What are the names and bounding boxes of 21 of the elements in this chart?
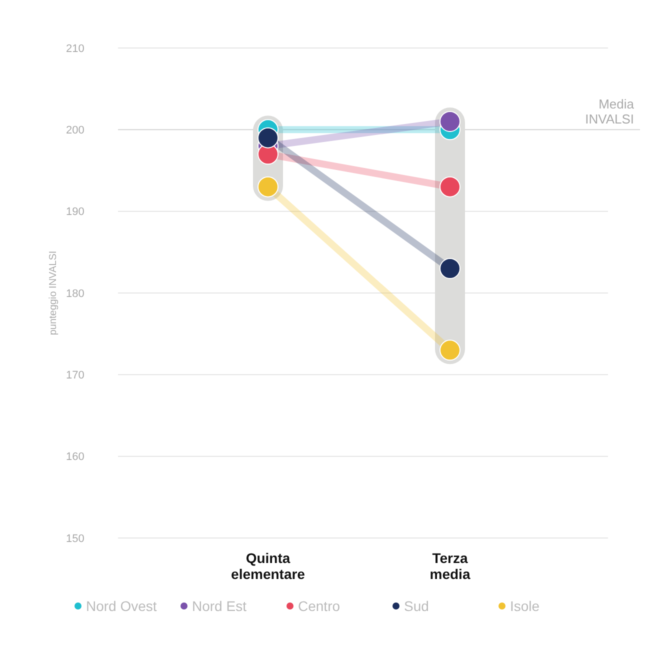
point bbox=[440, 258, 460, 279]
point bbox=[440, 111, 460, 132]
point bbox=[440, 340, 460, 361]
y-tick-label: 150 bbox=[66, 532, 84, 545]
legend-label: Nord Est bbox=[192, 598, 247, 614]
point bbox=[440, 176, 460, 198]
legend-label: Centro bbox=[298, 598, 340, 614]
y-tick-label: 180 bbox=[66, 288, 84, 300]
legend-label: Nord Ovest bbox=[86, 598, 157, 614]
y-tick-label: 190 bbox=[66, 206, 84, 218]
y-tick-label: 160 bbox=[66, 451, 84, 464]
y-tick-label: 200 bbox=[66, 124, 84, 137]
y-axis-title: punteggio INVALSI bbox=[48, 250, 59, 336]
legend-label: Sud bbox=[404, 598, 429, 614]
y-tick-label: 170 bbox=[66, 370, 84, 382]
x-tick-label: Terza media bbox=[430, 550, 470, 582]
point bbox=[258, 176, 278, 198]
ref-line-label: Media INVALSI bbox=[585, 96, 635, 127]
y-tick-label: 210 bbox=[66, 42, 84, 55]
legend-label: Isole bbox=[510, 598, 540, 614]
x-tick-label: Quinta elementare bbox=[231, 550, 306, 582]
